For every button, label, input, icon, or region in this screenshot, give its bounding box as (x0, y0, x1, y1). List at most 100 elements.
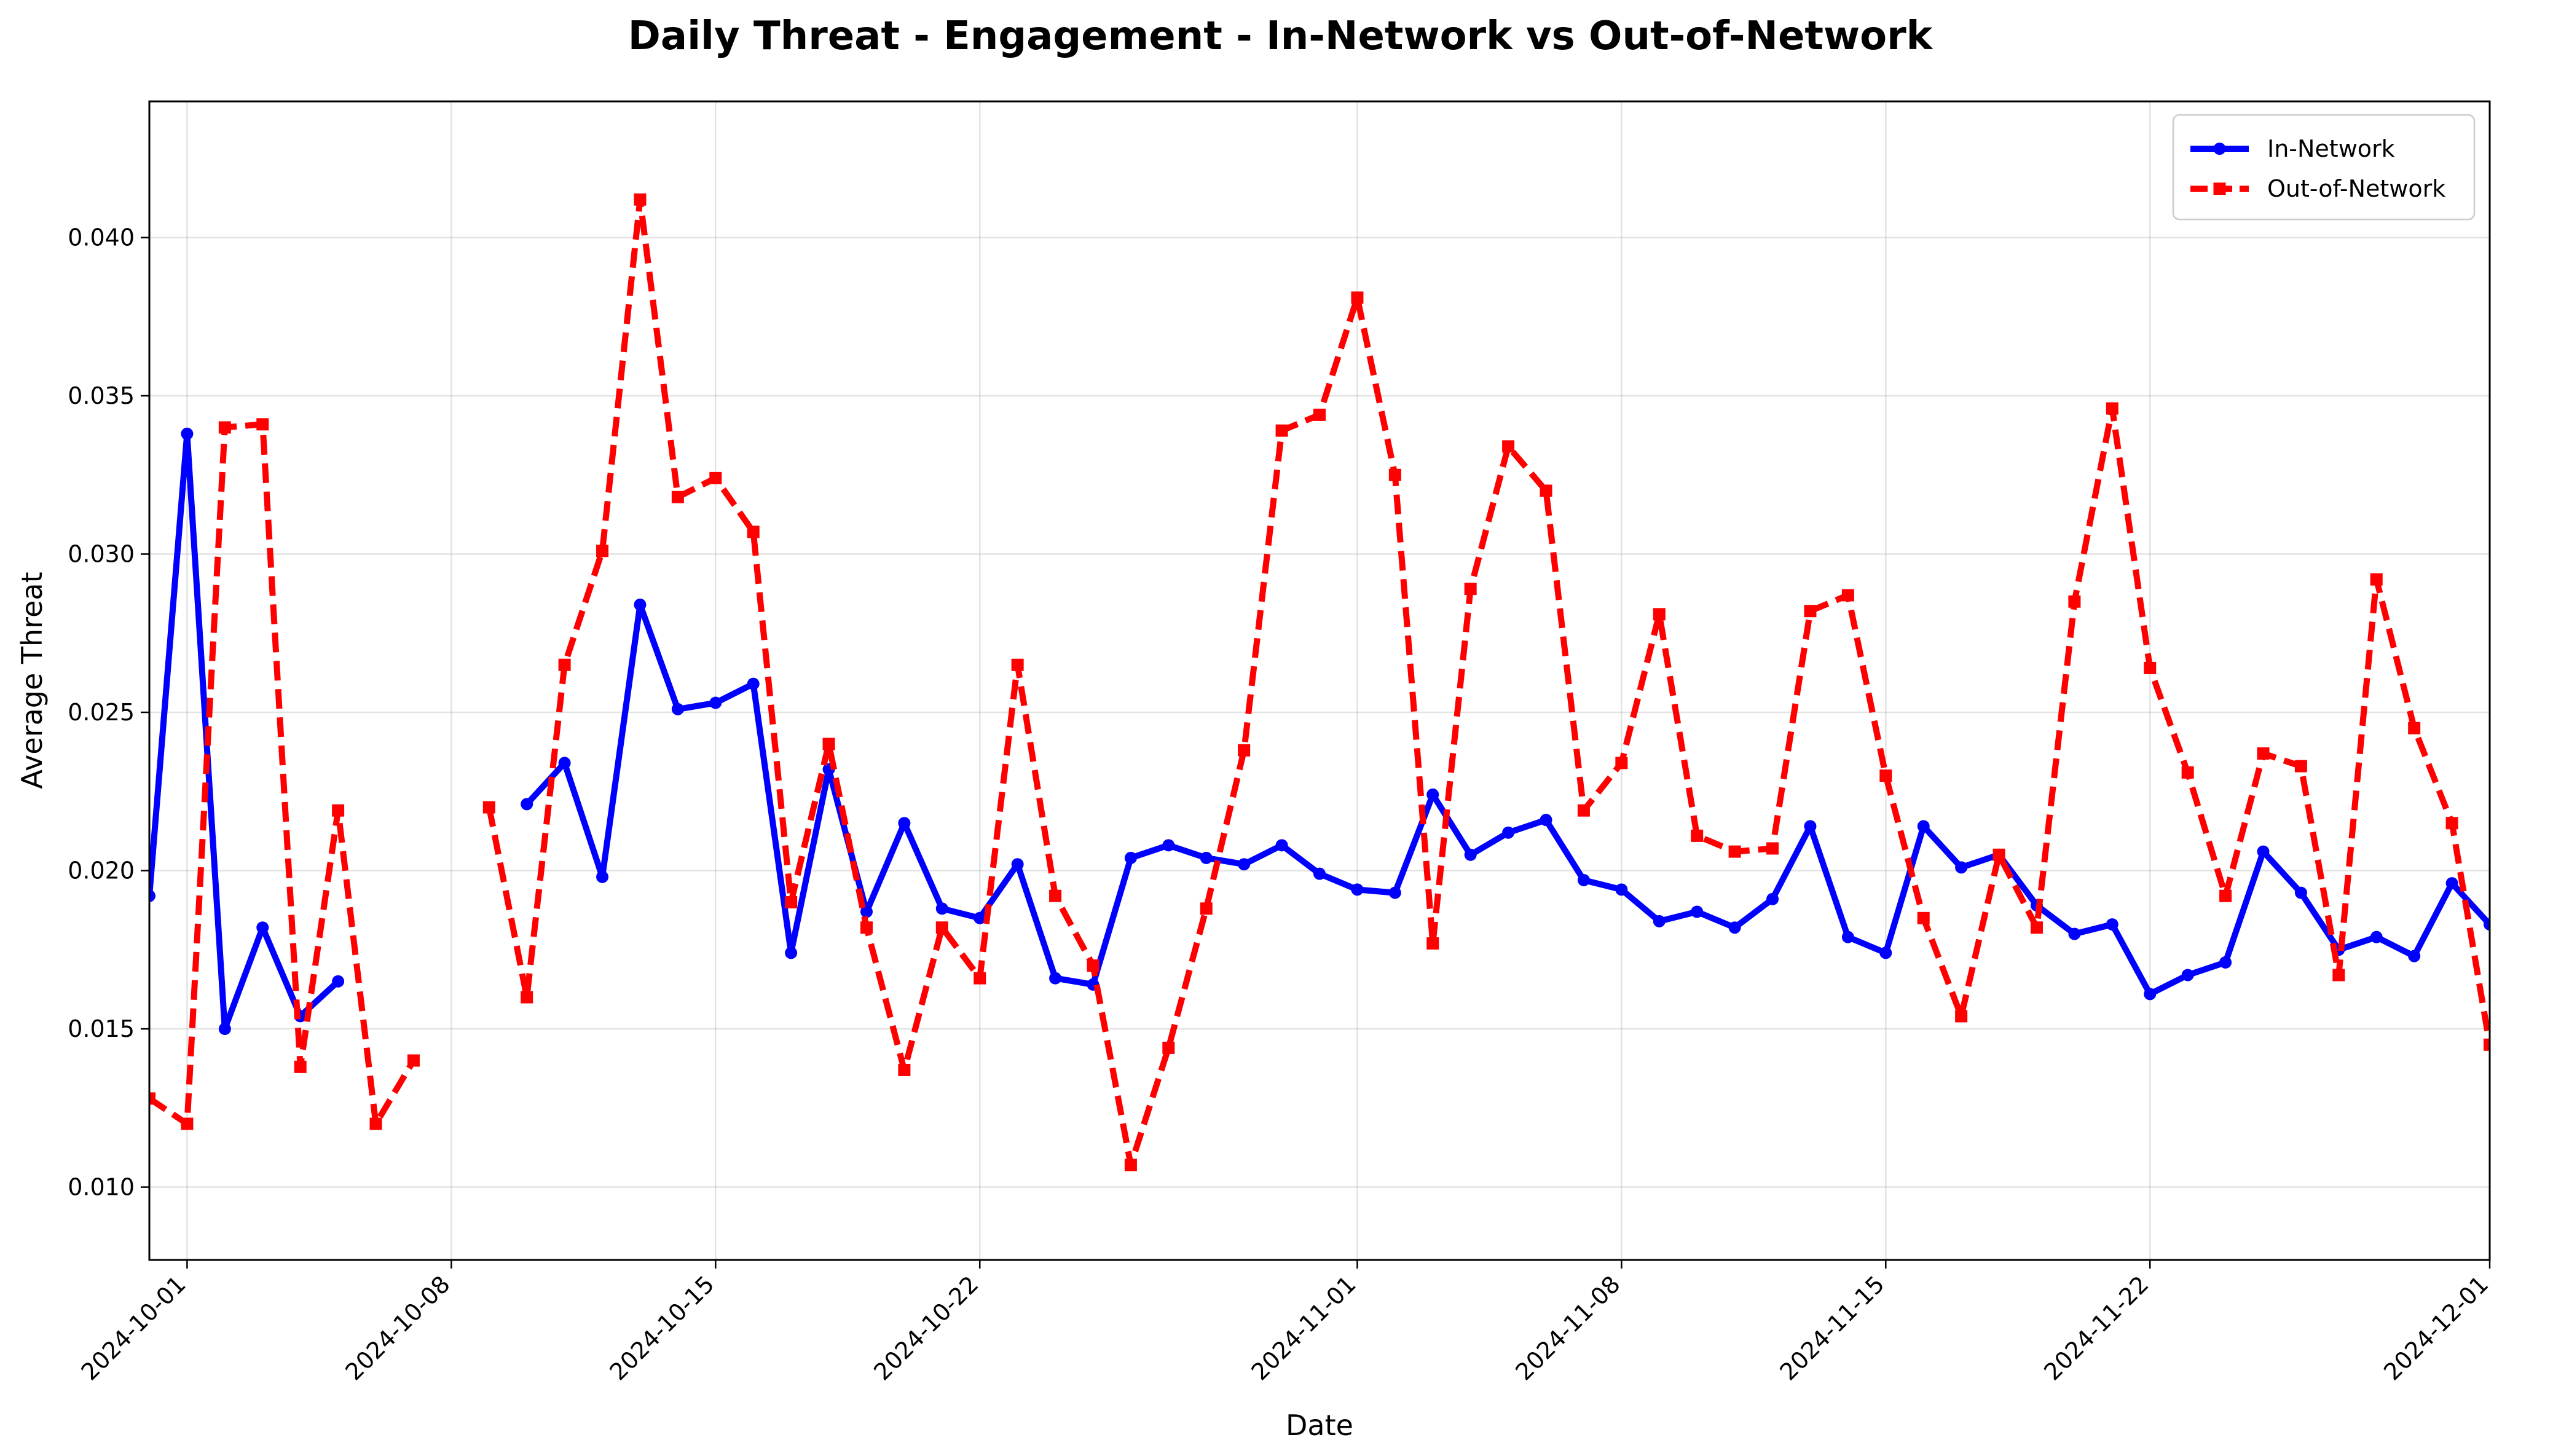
y-tick-label: 0.015 (68, 1015, 135, 1042)
data-point (2332, 969, 2345, 982)
data-point (2144, 661, 2157, 674)
data-point (1502, 826, 1515, 839)
data-point (935, 921, 948, 934)
legend: In-Network Out-of-Network (2172, 114, 2476, 221)
data-point (822, 738, 835, 750)
data-point (1728, 845, 1741, 858)
data-point (1615, 757, 1628, 769)
data-point (407, 1054, 420, 1067)
data-point (2181, 766, 2194, 779)
data-point (218, 1023, 231, 1036)
data-point (2370, 573, 2383, 586)
data-point (2294, 886, 2307, 899)
x-tick-label: 2024-12-01 (2378, 1270, 2493, 1385)
data-point (1615, 883, 1628, 896)
data-point (1238, 858, 1251, 871)
data-point (671, 490, 684, 503)
data-point (1238, 744, 1251, 757)
plot-frame (148, 100, 2491, 1261)
data-point (1917, 820, 1930, 833)
data-point (1313, 867, 1326, 880)
data-point (1162, 839, 1175, 852)
data-point (1124, 1159, 1137, 1171)
data-point (634, 193, 647, 206)
data-point (1879, 946, 1892, 959)
data-point (1464, 583, 1477, 596)
data-point (1766, 892, 1779, 905)
data-point (2370, 931, 2383, 943)
data-point (149, 1092, 155, 1105)
data-point (2484, 918, 2490, 931)
y-axis-label: Average Threat (15, 572, 49, 789)
chart-title: Daily Threat - Engagement - In-Network v… (628, 14, 1934, 59)
data-point (709, 471, 722, 484)
data-point (898, 817, 911, 830)
data-point (2445, 817, 2458, 830)
data-point (1879, 769, 1892, 782)
data-point (596, 545, 609, 557)
data-point (785, 896, 798, 909)
data-point (2030, 921, 2043, 934)
x-tick-label: 2024-11-15 (1774, 1270, 1889, 1385)
grid-lines (149, 101, 2491, 1260)
data-point (747, 677, 760, 690)
data-point (1124, 851, 1137, 864)
data-point (2106, 918, 2118, 931)
data-point (2106, 402, 2118, 415)
data-point (1540, 484, 1552, 497)
data-point (1200, 851, 1213, 864)
data-point (2408, 722, 2421, 734)
data-point (1426, 937, 1439, 950)
data-point (558, 757, 571, 769)
data-point (1049, 889, 1062, 902)
series-in-network (149, 427, 2490, 1036)
data-point (1200, 902, 1213, 915)
data-point (369, 1117, 382, 1130)
data-point (1728, 921, 1741, 934)
data-point (1464, 848, 1477, 861)
data-point (1955, 1010, 1968, 1023)
y-tick-label: 0.025 (68, 699, 135, 726)
data-point (2068, 927, 2081, 940)
series-out-of-network (149, 193, 2490, 1171)
data-point (1653, 915, 1666, 927)
data-point (747, 525, 760, 538)
data-point (558, 658, 571, 671)
data-point (1502, 440, 1515, 453)
data-point (1049, 972, 1062, 985)
x-tick-label: 2024-11-08 (1510, 1270, 1625, 1385)
legend-label: In-Network (2267, 135, 2395, 162)
x-tick-label: 2024-10-22 (868, 1270, 983, 1385)
data-point (1917, 911, 1930, 924)
data-point (1011, 658, 1024, 671)
data-point (2408, 950, 2421, 962)
data-point (1577, 873, 1590, 886)
series-line (149, 196, 2490, 1168)
data-point (785, 946, 798, 959)
legend-item: Out-of-Network (2190, 175, 2445, 202)
data-point (974, 911, 986, 924)
data-point (332, 975, 345, 988)
data-point (521, 991, 533, 1004)
data-point (709, 696, 722, 709)
y-axis-ticks: 0.010 0.015 0.020 0.025 0.030 0.035 0.040 (68, 224, 149, 1201)
data-point (2181, 969, 2194, 982)
data-point (898, 1063, 911, 1076)
series-line (149, 430, 2490, 1032)
data-point (1351, 291, 1364, 304)
data-point (2445, 877, 2458, 890)
data-point (256, 418, 269, 431)
x-tick-label: 2024-11-01 (1246, 1270, 1361, 1385)
data-point (1351, 883, 1364, 896)
data-point (1766, 842, 1779, 855)
data-point (1841, 589, 1854, 602)
data-point (1955, 861, 1968, 874)
data-point (294, 1060, 307, 1073)
x-axis-ticks: 2024-10-01 2024-10-08 2024-10-15 2024-10-22… (76, 1260, 2493, 1386)
x-tick-label: 2024-10-15 (604, 1270, 719, 1385)
data-point (2219, 956, 2232, 969)
data-point (596, 870, 609, 883)
data-point (1388, 886, 1401, 899)
legend-marker (2213, 183, 2226, 195)
y-tick-label: 0.030 (68, 540, 135, 567)
